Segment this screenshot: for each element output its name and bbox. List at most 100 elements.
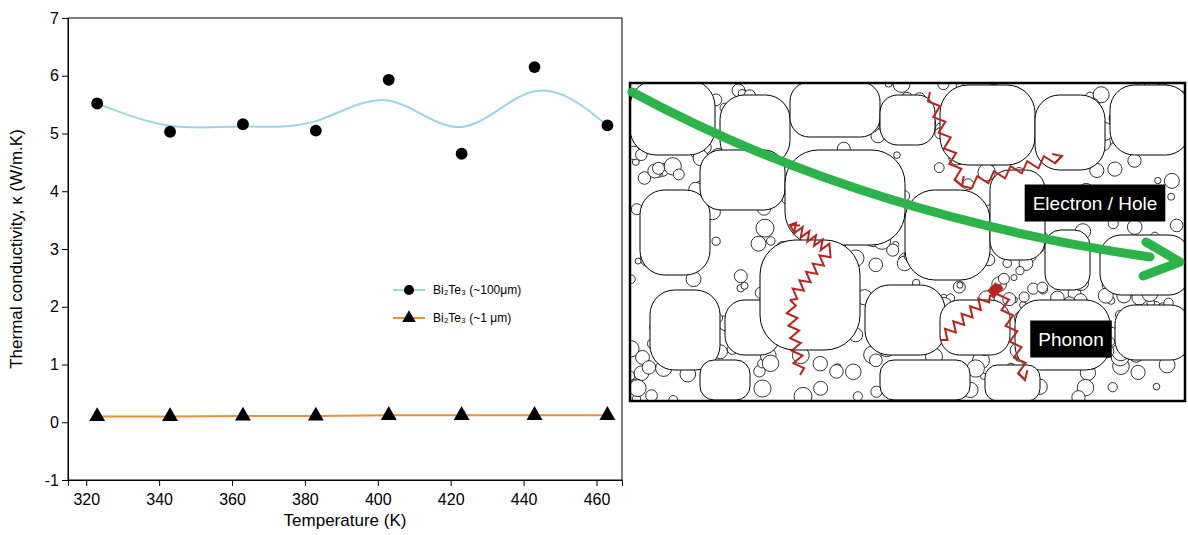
y-tick-label: -1 <box>45 472 59 489</box>
y-tick-mark <box>62 18 68 19</box>
grain <box>640 190 710 275</box>
particle <box>1170 219 1183 232</box>
data-point <box>308 407 324 421</box>
particle <box>853 392 862 401</box>
grain <box>650 290 720 370</box>
data-point <box>310 125 322 137</box>
x-tick: 320 <box>73 480 100 508</box>
legend-marker <box>402 310 416 322</box>
data-point <box>602 119 614 131</box>
data-point <box>527 406 543 420</box>
series-line <box>97 91 607 128</box>
x-tick-label: 360 <box>219 491 246 508</box>
y-tick-mark <box>62 76 68 77</box>
x-tick-mark <box>305 480 306 486</box>
phonon-arrowhead <box>790 225 800 234</box>
particle <box>1131 365 1145 379</box>
particle <box>712 237 720 245</box>
legend-label: Bi₂Te₃ (~100μm) <box>433 283 521 297</box>
data-point <box>599 406 615 420</box>
y-axis: -1 0 1 2 3 4 5 6 7 <box>45 10 69 489</box>
x-tick-label: 400 <box>365 491 392 508</box>
y-tick-label: 1 <box>50 356 59 373</box>
x-axis: 320340360380400420440460 <box>69 480 623 508</box>
y-axis-line <box>62 19 69 481</box>
grains <box>630 83 1185 401</box>
particle <box>642 361 655 374</box>
x-tick-mark <box>86 480 87 486</box>
legend-label: Bi₂Te₃ (~1 μm) <box>433 311 511 325</box>
particle <box>1127 220 1142 235</box>
particle <box>1016 267 1024 275</box>
particle <box>953 281 965 293</box>
y-axis-title: Thermal conductivity, κ (W/m.K) <box>7 129 26 369</box>
plot-marks <box>89 61 615 421</box>
phonon-path <box>962 156 1062 188</box>
particle <box>734 270 747 283</box>
y-tick: 0 <box>50 414 68 431</box>
data-point <box>237 118 249 130</box>
particle <box>1155 177 1161 183</box>
plot-frame <box>68 18 622 480</box>
particle <box>652 162 664 174</box>
particle <box>957 282 963 288</box>
x-tick-mark <box>159 480 160 486</box>
data-point <box>235 407 251 421</box>
particle <box>762 355 778 371</box>
particle <box>1168 193 1175 200</box>
particle <box>846 364 862 380</box>
particle <box>646 390 658 401</box>
x-tick-label: 340 <box>146 491 173 508</box>
data-point <box>162 407 178 421</box>
particle <box>1037 282 1048 293</box>
particle <box>1019 292 1029 302</box>
figure: 320340360380400420440460-101234567Temper… <box>0 0 1188 535</box>
x-tick-label: 440 <box>511 491 538 508</box>
y-tick-mark <box>62 134 68 135</box>
carrier-arrowhead <box>1143 242 1180 276</box>
particle <box>1153 383 1160 390</box>
y-tick-mark <box>62 480 68 481</box>
particle <box>1108 383 1117 392</box>
x-tick: 380 <box>292 480 319 508</box>
phonon-arrowhead <box>1018 370 1027 380</box>
x-tick-mark <box>451 480 452 486</box>
particle <box>794 387 812 401</box>
label-box <box>1025 185 1166 222</box>
y-tick: 6 <box>50 67 68 84</box>
legend: Bi₂Te₃ (~100μm) Bi₂Te₃ (~1 μm) <box>393 283 521 325</box>
data-point <box>456 148 468 160</box>
x-tick-label: 420 <box>438 491 465 508</box>
y-tick-label: 6 <box>50 67 59 84</box>
x-tick-label: 380 <box>292 491 319 508</box>
grain <box>880 360 970 400</box>
grain <box>760 240 860 350</box>
phonon-path <box>790 250 831 300</box>
label-text: Electron / Hole <box>1033 193 1158 214</box>
data-point <box>381 406 397 420</box>
grain <box>1115 305 1185 360</box>
particle <box>754 380 771 397</box>
particle <box>894 152 901 159</box>
carrier-arrow <box>632 92 1150 257</box>
particle <box>813 356 828 371</box>
particle <box>630 380 646 397</box>
phonon-path <box>790 223 830 250</box>
particle <box>830 365 844 379</box>
y-tick-label: 4 <box>50 183 59 200</box>
y-tick: 5 <box>50 125 68 142</box>
diagram-label: Electron / Hole <box>1025 185 1166 222</box>
y-tick-label: 0 <box>50 414 59 431</box>
particle <box>1128 154 1141 167</box>
diagram-border <box>630 83 1185 401</box>
y-tick: 2 <box>50 298 68 315</box>
phonon-arrowhead <box>1052 154 1062 163</box>
particle <box>741 282 748 289</box>
data-point <box>89 407 105 421</box>
y-tick: 3 <box>50 241 68 258</box>
diagram-label: Phonon <box>1030 321 1112 358</box>
y-tick: 7 <box>50 10 68 27</box>
microstructure-diagram: Electron / Hole Phonon <box>623 75 1188 405</box>
y-tick: 1 <box>50 356 68 373</box>
y-tick-mark <box>62 365 68 366</box>
